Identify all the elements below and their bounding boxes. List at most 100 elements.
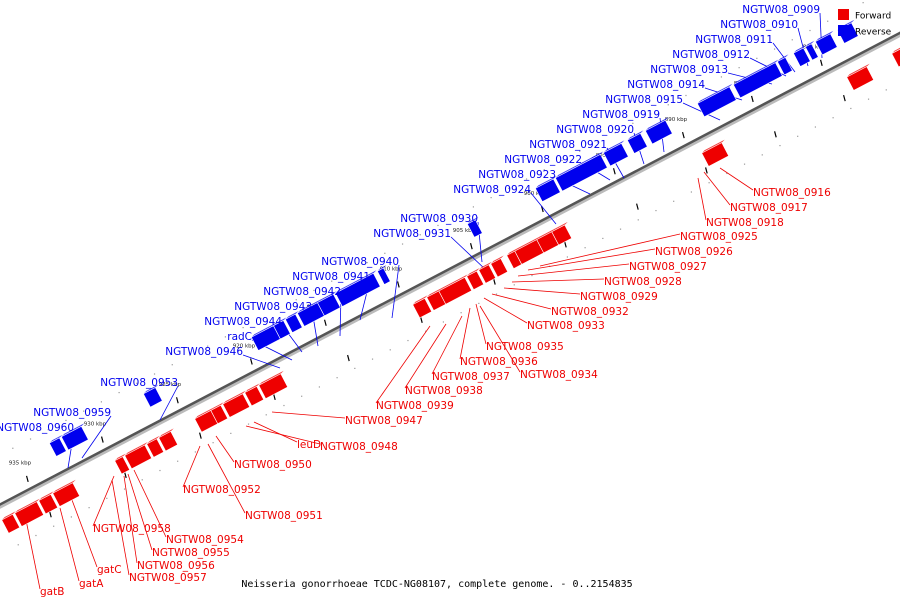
gene-label-gatc[interactable]: gatC bbox=[97, 564, 122, 576]
gene-label-ngtw08-0921[interactable]: NGTW08_0921 bbox=[529, 139, 607, 151]
forward-gene-23[interactable] bbox=[1, 511, 21, 534]
forward-gene-16[interactable] bbox=[158, 428, 179, 452]
reverse-gene-5[interactable] bbox=[696, 83, 737, 118]
forward-gene-5[interactable] bbox=[490, 255, 509, 278]
gene-label-ngtw08-0919[interactable]: NGTW08_0919 bbox=[582, 109, 660, 121]
reverse-gene-14[interactable] bbox=[334, 270, 381, 307]
gene-label-ngtw08-0927[interactable]: NGTW08_0927 bbox=[629, 261, 707, 273]
gene-label-ngtw08-0956[interactable]: NGTW08_0956 bbox=[137, 560, 215, 572]
forward-gene-24[interactable] bbox=[846, 63, 875, 91]
gene-label-ngtw08-0937[interactable]: NGTW08_0937 bbox=[432, 371, 510, 383]
gene-label-ngtw08-0926[interactable]: NGTW08_0926 bbox=[655, 246, 733, 258]
forward-gene-13[interactable] bbox=[222, 390, 251, 418]
forward-gene-4[interactable] bbox=[506, 248, 523, 270]
reverse-gene-15[interactable] bbox=[316, 291, 341, 317]
gene-label-ngtw08-0916[interactable]: NGTW08_0916 bbox=[753, 187, 831, 199]
gene-label-ngtw08-0959[interactable]: NGTW08_0959 bbox=[33, 407, 111, 419]
reverse-gene-19[interactable] bbox=[250, 322, 281, 351]
gene-label-ngtw08-0942[interactable]: NGTW08_0942 bbox=[263, 286, 341, 298]
forward-gene-18[interactable] bbox=[124, 442, 153, 470]
reverse-gene-16[interactable] bbox=[296, 299, 325, 327]
gene-label-ngtw08-0953[interactable]: NGTW08_0953 bbox=[100, 377, 178, 389]
reverse-gene-6[interactable] bbox=[644, 117, 673, 145]
reverse-gene-13[interactable] bbox=[376, 265, 391, 285]
gene-label-ngtw08-0915[interactable]: NGTW08_0915 bbox=[605, 94, 683, 106]
gene-label-ngtw08-0939[interactable]: NGTW08_0939 bbox=[376, 400, 454, 412]
gene-label-ngtw08-0924[interactable]: NGTW08_0924 bbox=[453, 184, 531, 196]
forward-gene-15[interactable] bbox=[194, 407, 219, 433]
gene-label-ngtw08-0936[interactable]: NGTW08_0936 bbox=[460, 356, 538, 368]
gene-label-leud[interactable]: leuD bbox=[297, 439, 321, 451]
gene-label-ngtw08-0932[interactable]: NGTW08_0932 bbox=[551, 306, 629, 318]
gene-label-gatb[interactable]: gatB bbox=[40, 586, 64, 598]
gene-label-ngtw08-0958[interactable]: NGTW08_0958 bbox=[93, 523, 171, 535]
reverse-gene-1[interactable] bbox=[814, 30, 838, 56]
gene-label-ngtw08-0944[interactable]: NGTW08_0944 bbox=[204, 316, 282, 328]
forward-gene-12[interactable] bbox=[244, 383, 265, 407]
gene-label-ngtw08-0930[interactable]: NGTW08_0930 bbox=[400, 213, 478, 225]
gene-label-ngtw08-0928[interactable]: NGTW08_0928 bbox=[604, 276, 682, 288]
gene-label-ngtw08-0935[interactable]: NGTW08_0935 bbox=[486, 341, 564, 353]
forward-gene-19[interactable] bbox=[114, 453, 131, 475]
gene-label-ngtw08-0914[interactable]: NGTW08_0914 bbox=[627, 79, 705, 91]
gene-label-ngtw08-0913[interactable]: NGTW08_0913 bbox=[650, 64, 728, 76]
reverse-gene-20[interactable] bbox=[142, 384, 163, 408]
gene-label-radc[interactable]: radC bbox=[227, 331, 252, 343]
gene-label-ngtw08-0943[interactable]: NGTW08_0943 bbox=[234, 301, 312, 313]
gene-label-ngtw08-0952[interactable]: NGTW08_0952 bbox=[183, 484, 261, 496]
forward-gene-25[interactable] bbox=[891, 43, 900, 68]
gene-label-ngtw08-0929[interactable]: NGTW08_0929 bbox=[580, 291, 658, 303]
gene-label-ngtw08-0910[interactable]: NGTW08_0910 bbox=[720, 19, 798, 31]
forward-gene-2[interactable] bbox=[536, 228, 560, 254]
reverse-gene-10[interactable] bbox=[554, 151, 608, 192]
reverse-gene-2[interactable] bbox=[792, 44, 811, 67]
gene-label-ngtw08-0946[interactable]: NGTW08_0946 bbox=[165, 346, 243, 358]
gene-label-ngtw08-0960[interactable]: NGTW08_0960 bbox=[0, 422, 74, 434]
forward-gene-11[interactable] bbox=[258, 370, 289, 399]
forward-gene-21[interactable] bbox=[38, 491, 59, 515]
forward-gene-20[interactable] bbox=[52, 479, 81, 507]
forward-gene-17[interactable] bbox=[146, 435, 165, 458]
reverse-gene-8[interactable] bbox=[602, 140, 629, 167]
reverse-gene-11[interactable] bbox=[534, 175, 561, 203]
reverse-gene-3[interactable] bbox=[776, 54, 793, 76]
guide-dot bbox=[525, 178, 528, 180]
gene-label-ngtw08-0951[interactable]: NGTW08_0951 bbox=[245, 510, 323, 522]
gene-label-gata[interactable]: gatA bbox=[79, 578, 104, 590]
reverse-gene-22[interactable] bbox=[48, 434, 67, 457]
forward-gene-22[interactable] bbox=[14, 498, 45, 527]
reverse-gene-12[interactable] bbox=[466, 216, 483, 238]
reverse-gene-17[interactable] bbox=[284, 311, 303, 334]
gene-label-ngtw08-0948[interactable]: NGTW08_0948 bbox=[320, 441, 398, 453]
gene-label-ngtw08-0925[interactable]: NGTW08_0925 bbox=[680, 231, 758, 243]
forward-gene-9[interactable] bbox=[426, 287, 447, 311]
gene-label-ngtw08-0955[interactable]: NGTW08_0955 bbox=[152, 547, 230, 559]
gene-label-ngtw08-0923[interactable]: NGTW08_0923 bbox=[478, 169, 556, 181]
gene-label-ngtw08-0934[interactable]: NGTW08_0934 bbox=[520, 369, 598, 381]
reverse-gene-4[interactable] bbox=[732, 59, 783, 99]
gene-label-ngtw08-0950[interactable]: NGTW08_0950 bbox=[234, 459, 312, 471]
gene-label-ngtw08-0940[interactable]: NGTW08_0940 bbox=[321, 256, 399, 268]
forward-gene-6[interactable] bbox=[478, 261, 497, 284]
gene-label-ngtw08-0957[interactable]: NGTW08_0957 bbox=[129, 572, 207, 584]
gene-label-ngtw08-0954[interactable]: NGTW08_0954 bbox=[166, 534, 244, 546]
gene-label-ngtw08-0920[interactable]: NGTW08_0920 bbox=[556, 124, 634, 136]
forward-gene-0[interactable] bbox=[701, 139, 730, 167]
gene-label-ngtw08-0917[interactable]: NGTW08_0917 bbox=[730, 202, 808, 214]
gene-label-ngtw08-0918[interactable]: NGTW08_0918 bbox=[706, 217, 784, 229]
gene-label-ngtw08-0909[interactable]: NGTW08_0909 bbox=[742, 4, 820, 16]
gene-label-ngtw08-0933[interactable]: NGTW08_0933 bbox=[527, 320, 605, 332]
gene-label-ngtw08-0941[interactable]: NGTW08_0941 bbox=[292, 271, 370, 283]
gene-label-ngtw08-0911[interactable]: NGTW08_0911 bbox=[695, 34, 773, 46]
gene-label-ngtw08-0947[interactable]: NGTW08_0947 bbox=[345, 415, 423, 427]
gene-label-ngtw08-0922[interactable]: NGTW08_0922 bbox=[504, 154, 582, 166]
reverse-gene-7[interactable] bbox=[626, 130, 648, 154]
forward-gene-10[interactable] bbox=[412, 295, 433, 319]
gene-label-ngtw08-0931[interactable]: NGTW08_0931 bbox=[373, 228, 451, 240]
gene-label-ngtw08-0938[interactable]: NGTW08_0938 bbox=[405, 385, 483, 397]
forward-gene-3[interactable] bbox=[551, 221, 573, 246]
gene-label-ngtw08-0912[interactable]: NGTW08_0912 bbox=[672, 49, 750, 61]
reverse-gene-0[interactable] bbox=[804, 40, 819, 61]
reverse-gene-21[interactable] bbox=[60, 423, 89, 451]
forward-gene-7[interactable] bbox=[466, 268, 485, 290]
